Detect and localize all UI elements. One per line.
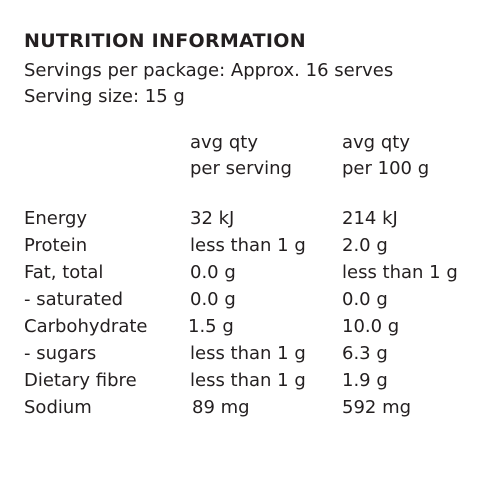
per-serving-value: less than 1 g: [190, 370, 306, 391]
column-header-per-100g: avg qty per 100 g: [342, 130, 429, 182]
nutrient-row-saturated: - saturated 0.0 g 0.0 g: [0, 289, 480, 316]
nutrient-label: - saturated: [24, 289, 124, 310]
nutrient-row-energy: Energy 32 kJ 214 kJ: [0, 208, 480, 235]
per-100g-value: 6.3 g: [342, 343, 388, 364]
column-header-per-100g-line2: per 100 g: [342, 158, 430, 179]
nutrient-label: Dietary fibre: [24, 370, 137, 391]
column-header-per-serving-line1: avg qty: [190, 132, 258, 153]
nutrient-row-fat-total: Fat, total 0.0 g less than 1 g: [0, 262, 480, 289]
per-serving-value: less than 1 g: [190, 343, 306, 364]
nutrient-label: Sodium: [24, 397, 92, 418]
per-serving-value: 89 mg: [192, 397, 250, 418]
per-100g-value: 214 kJ: [342, 208, 398, 229]
per-serving-value: 0.0 g: [190, 289, 236, 310]
per-100g-value: 10.0 g: [342, 316, 400, 337]
per-100g-value: 592 mg: [342, 397, 412, 418]
column-header-per-serving-line2: per serving: [190, 158, 292, 179]
column-header-per-100g-line1: avg qty: [342, 132, 410, 153]
servings-per-package: Servings per package: Approx. 16 serves: [24, 60, 394, 81]
nutrient-row-sugars: - sugars less than 1 g 6.3 g: [0, 343, 480, 370]
nutrient-label: Fat, total: [24, 262, 104, 283]
nutrient-label: Energy: [24, 208, 88, 229]
per-serving-value: 1.5 g: [188, 316, 234, 337]
per-serving-value: 0.0 g: [190, 262, 236, 283]
nutrient-label: Protein: [24, 235, 88, 256]
panel-title: NUTRITION INFORMATION: [24, 30, 306, 52]
nutrient-row-carbohydrate: Carbohydrate 1.5 g 10.0 g: [0, 316, 480, 343]
nutrient-row-dietary-fibre: Dietary fibre less than 1 g 1.9 g: [0, 370, 480, 397]
nutrient-label: Carbohydrate: [24, 316, 148, 337]
nutrient-row-sodium: Sodium 89 mg 592 mg: [0, 397, 480, 424]
per-100g-value: 0.0 g: [342, 289, 388, 310]
per-serving-value: 32 kJ: [190, 208, 235, 229]
serving-size: Serving size: 15 g: [24, 86, 185, 107]
column-header-per-serving: avg qty per serving: [190, 130, 292, 182]
per-serving-value: less than 1 g: [190, 235, 306, 256]
per-100g-value: 2.0 g: [342, 235, 388, 256]
per-100g-value: less than 1 g: [342, 262, 458, 283]
nutrient-row-protein: Protein less than 1 g 2.0 g: [0, 235, 480, 262]
per-100g-value: 1.9 g: [342, 370, 388, 391]
nutrient-label: - sugars: [24, 343, 97, 364]
